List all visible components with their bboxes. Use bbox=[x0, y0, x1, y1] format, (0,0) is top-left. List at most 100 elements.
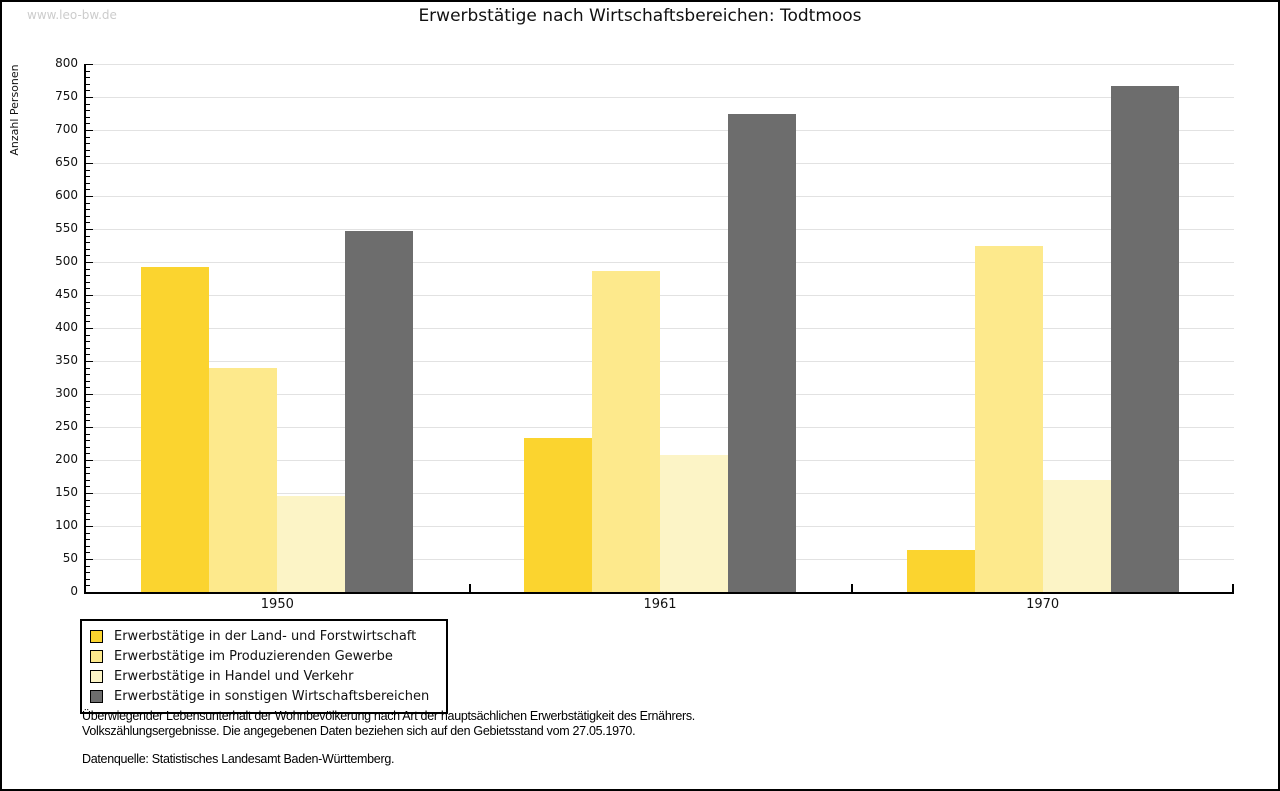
y-minor-tick bbox=[86, 572, 90, 574]
y-major-tick bbox=[86, 493, 93, 494]
data-source: Datenquelle: Statistisches Landesamt Bad… bbox=[82, 752, 395, 766]
legend-swatch-icon bbox=[90, 689, 103, 703]
y-minor-tick bbox=[86, 532, 90, 534]
y-major-tick bbox=[86, 526, 93, 527]
y-minor-tick bbox=[86, 545, 90, 547]
y-minor-tick bbox=[86, 407, 90, 409]
x-tick-label: 1961 bbox=[643, 597, 677, 612]
y-tick-label: 600 bbox=[55, 188, 78, 202]
legend-swatch-icon bbox=[90, 629, 103, 643]
y-minor-tick bbox=[86, 301, 90, 303]
y-tick-label: 300 bbox=[55, 386, 78, 400]
gridline bbox=[86, 130, 1234, 131]
y-minor-tick bbox=[86, 83, 90, 85]
y-minor-tick bbox=[86, 578, 90, 580]
legend-item-1: Erwerbstätige in der Land- und Forstwirt… bbox=[90, 626, 438, 646]
y-major-tick bbox=[86, 427, 93, 428]
y-minor-tick bbox=[86, 519, 90, 521]
y-tick-label: 650 bbox=[55, 155, 78, 169]
legend-label: Erwerbstätige in Handel und Verkehr bbox=[114, 668, 354, 684]
y-minor-tick bbox=[86, 255, 90, 257]
y-minor-tick bbox=[86, 288, 90, 290]
gridline bbox=[86, 229, 1234, 230]
y-minor-tick bbox=[86, 499, 90, 501]
y-minor-tick bbox=[86, 215, 90, 217]
y-minor-tick bbox=[86, 116, 90, 118]
y-tick-label: 550 bbox=[55, 221, 78, 235]
y-major-tick bbox=[86, 196, 93, 197]
legend-label: Erwerbstätige in sonstigen Wirtschaftsbe… bbox=[114, 688, 430, 704]
y-tick-label: 450 bbox=[55, 287, 78, 301]
y-major-tick bbox=[86, 328, 93, 329]
y-tick-label: 150 bbox=[55, 485, 78, 499]
y-tick-label: 0 bbox=[70, 584, 78, 598]
y-minor-tick bbox=[86, 248, 90, 250]
bar-1950-s3 bbox=[277, 496, 346, 592]
gridline bbox=[86, 295, 1234, 296]
gridline bbox=[86, 97, 1234, 98]
y-minor-tick bbox=[86, 176, 90, 178]
y-minor-tick bbox=[86, 466, 90, 468]
y-major-tick bbox=[86, 97, 93, 98]
y-minor-tick bbox=[86, 354, 90, 356]
y-minor-tick bbox=[86, 453, 90, 455]
legend-item-2: Erwerbstätige im Produzierenden Gewerbe bbox=[90, 646, 438, 666]
y-minor-tick bbox=[86, 281, 90, 283]
y-tick-label: 200 bbox=[55, 452, 78, 466]
y-minor-tick bbox=[86, 433, 90, 435]
gridline bbox=[86, 262, 1234, 263]
y-minor-tick bbox=[86, 380, 90, 382]
y-minor-tick bbox=[86, 70, 90, 72]
watermark-link: www.leo-bw.de bbox=[27, 8, 117, 22]
y-minor-tick bbox=[86, 552, 90, 554]
y-minor-tick bbox=[86, 506, 90, 508]
y-minor-tick bbox=[86, 90, 90, 92]
y-minor-tick bbox=[86, 242, 90, 244]
gridline bbox=[86, 328, 1234, 329]
y-minor-tick bbox=[86, 446, 90, 448]
plot-area bbox=[84, 64, 1234, 594]
y-tick-label: 350 bbox=[55, 353, 78, 367]
y-minor-tick bbox=[86, 374, 90, 376]
y-minor-tick bbox=[86, 110, 90, 112]
y-tick-label: 750 bbox=[55, 89, 78, 103]
y-minor-tick bbox=[86, 440, 90, 442]
y-major-tick bbox=[86, 130, 93, 131]
y-minor-tick bbox=[86, 222, 90, 224]
y-minor-tick bbox=[86, 235, 90, 237]
y-minor-tick bbox=[86, 341, 90, 343]
gridline bbox=[86, 163, 1234, 164]
legend-label: Erwerbstätige im Produzierenden Gewerbe bbox=[114, 648, 393, 664]
y-minor-tick bbox=[86, 321, 90, 323]
y-minor-tick bbox=[86, 512, 90, 514]
bar-1961-s3 bbox=[660, 455, 728, 592]
y-minor-tick bbox=[86, 400, 90, 402]
y-tick-label: 400 bbox=[55, 320, 78, 334]
y-major-tick bbox=[86, 262, 93, 263]
y-minor-tick bbox=[86, 479, 90, 481]
gridline bbox=[86, 196, 1234, 197]
gridline bbox=[86, 394, 1234, 395]
y-minor-tick bbox=[86, 143, 90, 145]
legend-item-3: Erwerbstätige in Handel und Verkehr bbox=[90, 666, 438, 686]
y-major-tick bbox=[86, 163, 93, 164]
chart-title: Erwerbstätige nach Wirtschaftsbereichen:… bbox=[418, 6, 862, 26]
legend: Erwerbstätige in der Land- und Forstwirt… bbox=[80, 619, 448, 714]
y-tick-label: 100 bbox=[55, 518, 78, 532]
y-minor-tick bbox=[86, 182, 90, 184]
y-minor-tick bbox=[86, 189, 90, 191]
y-minor-tick bbox=[86, 77, 90, 79]
bar-1970-s2 bbox=[974, 246, 1043, 592]
bar-1950-s4 bbox=[345, 230, 414, 592]
y-major-tick bbox=[86, 64, 93, 65]
gridline bbox=[86, 64, 1234, 65]
legend-swatch-icon bbox=[90, 649, 103, 663]
y-tick-label: 500 bbox=[55, 254, 78, 268]
footnote-line-1: Überwiegender Lebensunterhalt der Wohnbe… bbox=[82, 709, 695, 723]
y-major-tick bbox=[86, 559, 93, 560]
y-axis-title: Anzahl Personen bbox=[8, 64, 21, 156]
y-minor-tick bbox=[86, 123, 90, 125]
y-minor-tick bbox=[86, 413, 90, 415]
y-major-tick bbox=[86, 460, 93, 461]
y-minor-tick bbox=[86, 149, 90, 151]
